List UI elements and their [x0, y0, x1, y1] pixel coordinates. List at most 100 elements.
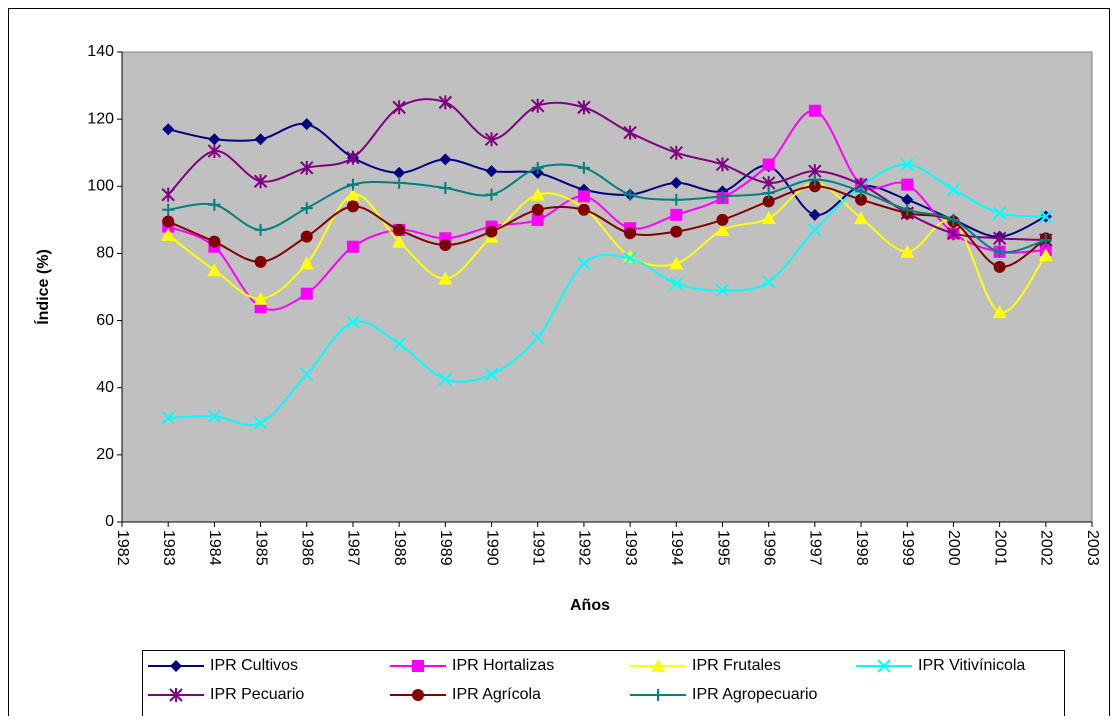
x-tick-label: 1985: [252, 530, 269, 566]
marker: [438, 271, 453, 285]
series-line: [168, 163, 1047, 254]
marker: [346, 150, 360, 165]
marker: [577, 161, 590, 174]
plot-area: [121, 51, 1093, 523]
marker: [577, 100, 591, 115]
marker: [392, 337, 406, 351]
marker: [392, 100, 406, 115]
marker: [531, 161, 544, 174]
marker: [531, 203, 544, 216]
marker: [901, 203, 914, 216]
marker: [1039, 209, 1053, 224]
marker: [808, 208, 821, 221]
y-tick-label: 60: [96, 312, 114, 329]
marker: [162, 123, 175, 136]
series-line: [167, 181, 1047, 314]
marker: [253, 291, 268, 305]
marker: [670, 225, 683, 238]
x-tick-label: 1988: [391, 530, 408, 566]
marker: [300, 118, 313, 131]
x-tick-label: 1996: [760, 530, 777, 566]
marker: [716, 190, 729, 203]
marker: [577, 256, 591, 271]
marker: [485, 188, 498, 201]
marker: [993, 245, 1006, 258]
x-tick-label: 1987: [345, 530, 362, 566]
marker: [716, 213, 729, 226]
marker: [531, 98, 545, 113]
marker: [670, 176, 683, 189]
marker: [577, 203, 590, 216]
x-tick-label: 2001: [991, 530, 1008, 566]
marker: [161, 411, 175, 425]
x-tick-label: 2003: [1084, 530, 1101, 566]
marker: [946, 226, 961, 241]
y-tick-label: 120: [87, 110, 114, 127]
marker: [207, 144, 222, 159]
marker: [392, 234, 407, 248]
marker: [762, 187, 775, 199]
marker: [207, 409, 222, 423]
marker: [1038, 248, 1053, 262]
x-tick-label: 1993: [622, 530, 639, 566]
marker: [299, 256, 314, 270]
x-tick-label: 1991: [529, 530, 546, 566]
marker: [300, 367, 314, 381]
marker: [992, 305, 1007, 319]
marker: [438, 95, 453, 110]
x-tick-label: 2002: [1038, 530, 1055, 566]
x-tick-label: 1989: [437, 530, 454, 566]
marker: [254, 133, 267, 146]
marker: [253, 174, 268, 189]
marker: [669, 145, 683, 160]
marker: [1039, 234, 1052, 246]
marker: [346, 240, 359, 253]
marker: [854, 211, 869, 225]
marker: [651, 659, 665, 672]
marker: [855, 193, 868, 206]
marker: [161, 227, 176, 241]
marker: [254, 255, 267, 268]
marker: [438, 372, 453, 387]
marker: [393, 166, 406, 179]
x-tick-label: 1992: [576, 530, 593, 566]
marker: [715, 222, 730, 236]
x-tick-label: 1984: [206, 530, 223, 566]
legend-label: IPR Hortalizas: [452, 657, 554, 674]
marker: [254, 223, 267, 236]
x-tick-label: 1998: [853, 530, 870, 566]
marker: [439, 153, 452, 166]
marker: [808, 173, 821, 186]
legend-label: IPR Pecuario: [210, 686, 304, 703]
marker: [254, 301, 267, 314]
y-tick-label: 140: [87, 43, 114, 60]
marker: [900, 157, 914, 172]
marker: [530, 187, 545, 201]
marker: [485, 225, 498, 238]
marker: [992, 231, 1007, 246]
y-tick-label: 40: [96, 379, 114, 396]
marker: [577, 190, 590, 203]
marker: [346, 178, 359, 191]
marker: [715, 283, 730, 298]
marker: [670, 208, 683, 221]
marker: [162, 215, 175, 228]
marker: [808, 180, 821, 193]
marker: [207, 263, 222, 277]
marker: [623, 125, 637, 140]
marker: [624, 227, 637, 240]
legend-label: IPR Frutales: [692, 657, 781, 674]
marker: [439, 239, 452, 252]
legend: [142, 650, 1065, 721]
marker: [484, 132, 499, 147]
marker: [762, 195, 775, 208]
marker: [715, 157, 730, 172]
legend-label: IPR Agropecuario: [692, 686, 818, 703]
series-line: [167, 122, 1047, 238]
y-tick-label: 100: [87, 178, 114, 195]
marker: [412, 689, 424, 701]
marker: [485, 165, 498, 178]
x-tick-label: 1986: [299, 530, 316, 566]
marker: [346, 200, 359, 213]
marker: [877, 659, 891, 673]
